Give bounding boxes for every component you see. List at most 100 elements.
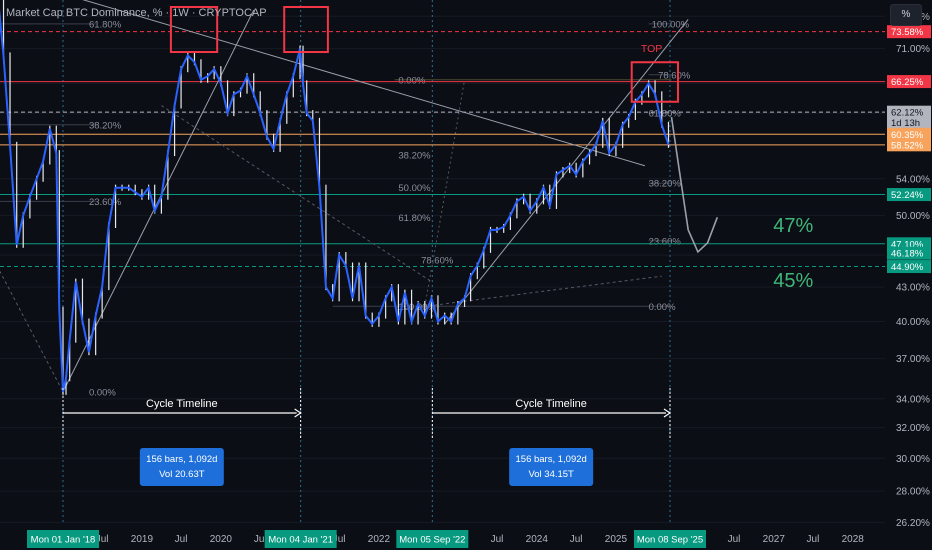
fib-label: 50.00% <box>398 183 431 194</box>
annotations: TOPDOUBLE TOPTOP47%45% <box>169 6 813 292</box>
price-axis-bg <box>885 0 932 550</box>
date-tag <box>396 530 469 548</box>
date-tag-label: Mon 01 Jan '18 <box>31 535 96 546</box>
fib-label: 61.80% <box>398 213 431 224</box>
fib-label: 78.60% <box>421 256 454 267</box>
price-axis-tag-label: 1d 13h <box>891 118 920 129</box>
price-axis-tag <box>887 105 931 119</box>
fib-label: 38.20% <box>649 179 682 190</box>
date-tag <box>27 530 99 548</box>
projection-target-label: 45% <box>773 270 813 292</box>
fib-label: 23.60% <box>649 236 682 247</box>
y-tick-label: 71.00% <box>896 44 930 55</box>
fib-label: 0.00% <box>649 302 676 313</box>
price-axis-tag <box>887 25 931 39</box>
time-axis[interactable]: Jul 2019 Jul 2020 Jul Jul 2022 Jul 2024 Jul 2025 Ju… <box>27 530 864 548</box>
fib-label: 38.20% <box>89 120 122 131</box>
top-highlight-box <box>283 6 329 54</box>
grid <box>0 0 885 525</box>
y-tick-label: 54.00% <box>896 174 930 185</box>
series-layer <box>0 0 719 395</box>
date-tag-label: Mon 08 Sep '25 <box>637 535 703 546</box>
price-axis-tag <box>887 115 931 129</box>
range-info-box <box>139 448 224 486</box>
price-axis-tag-label: 44.90% <box>891 262 924 273</box>
timeline-arrow-head <box>663 408 672 418</box>
fib-label: 0.00% <box>89 387 116 398</box>
x-tick-label: Jul <box>491 534 504 545</box>
y-tick-label: 37.00% <box>896 354 930 365</box>
dominance-series-line <box>0 8 670 393</box>
price-axis-tag <box>887 127 931 141</box>
y-tick-label: 34.00% <box>896 394 930 405</box>
range-bars-text: 156 bars, 1,092d <box>146 454 217 465</box>
trend-lines <box>0 0 689 393</box>
x-tick-label: 2020 <box>210 534 233 545</box>
x-tick-label: Jul <box>728 534 741 545</box>
chart-title: Market Cap BTC Dominance, % · 1W · CRYPT… <box>6 7 267 19</box>
price-axis-tag <box>887 138 931 152</box>
range-info-box <box>509 448 594 486</box>
x-tick-label: 2027 <box>763 534 786 545</box>
date-tag-label: Mon 05 Sep '22 <box>399 535 465 546</box>
price-axis-tag-label: 62.12% <box>891 108 924 119</box>
cycle-timeline-label: Cycle Timeline <box>146 398 218 410</box>
date-tag <box>264 530 337 548</box>
price-axis-tag <box>887 246 931 260</box>
percent-scale-button[interactable]: % <box>890 4 922 26</box>
x-tick-label: Jul <box>96 534 109 545</box>
x-tick-label: Jul <box>570 534 583 545</box>
top-highlight-box <box>169 6 219 54</box>
y-tick-label: 28.00% <box>896 487 930 498</box>
range-bars-text: 156 bars, 1,092d <box>516 454 587 465</box>
y-tick-label: 32.00% <box>896 423 930 434</box>
projection-path <box>670 116 719 254</box>
x-tick-label: Jul <box>175 534 188 545</box>
y-tick-label: 26.20% <box>896 518 930 529</box>
price-axis-tag-label: 60.35% <box>891 130 924 141</box>
price-axis[interactable]: 76.00%71.00%66.00%62.00%58.00%54.00%50.0… <box>885 0 932 550</box>
price-axis-tag <box>887 188 931 202</box>
cycle-timelines: Cycle Timeline 156 bars, 1,092d Vol 20.63T… <box>62 388 672 486</box>
y-tick-label: 30.00% <box>896 454 930 465</box>
x-tick-label: 2024 <box>526 534 549 545</box>
price-axis-tag <box>887 75 931 89</box>
x-tick-label: 2019 <box>131 534 154 545</box>
x-tick-label: 2028 <box>842 534 865 545</box>
fib-label: 38.20% <box>398 150 431 161</box>
fib-label: 100.00% <box>652 19 690 30</box>
fib-label: 78.60% <box>658 70 691 81</box>
up-trend-line-2 <box>444 19 689 325</box>
price-axis-tag-label: 46.18% <box>891 249 924 260</box>
fib-label: 0.00% <box>398 75 425 86</box>
top-highlight-box <box>630 61 679 103</box>
date-tag-label: Mon 04 Jan '21 <box>268 535 333 546</box>
price-axis-tag-label: 52.24% <box>891 190 924 201</box>
price-axis-tag-label: 47.10% <box>891 239 924 250</box>
cycle-timeline-label: Cycle Timeline <box>515 398 587 410</box>
fib-arc <box>424 79 466 307</box>
x-tick-label: 2022 <box>368 534 391 545</box>
y-tick-label: 43.00% <box>896 283 930 294</box>
x-tick-label: Jul <box>807 534 820 545</box>
range-volume-text: Vol 20.63T <box>159 469 205 480</box>
horizontal-levels <box>0 31 885 268</box>
down-trend-line <box>82 0 646 167</box>
x-tick-label: 2025 <box>605 534 628 545</box>
timeline-arrow-head <box>294 408 302 418</box>
range-volume-text: Vol 34.15T <box>528 469 574 480</box>
price-axis-tag-label: 66.25% <box>891 77 924 88</box>
fib-label: 23.60% <box>89 197 122 208</box>
fib-label: 61.80% <box>649 109 682 120</box>
fib-label: 61.80% <box>89 19 122 30</box>
x-tick-label: Jul <box>254 534 267 545</box>
price-axis-tag-label: 58.52% <box>891 140 924 151</box>
date-tag <box>633 530 706 548</box>
top-annotation-label: TOP <box>641 43 662 55</box>
price-axis-tag <box>887 260 931 274</box>
y-tick-label: 40.00% <box>896 317 930 328</box>
price-axis-tag-label: 73.58% <box>891 27 924 38</box>
dashed-trend-line <box>398 275 662 311</box>
projection-target-label: 47% <box>773 215 813 237</box>
